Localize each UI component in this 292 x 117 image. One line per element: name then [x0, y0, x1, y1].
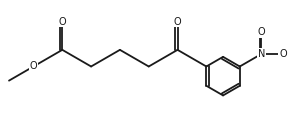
- Text: O: O: [258, 27, 265, 37]
- Text: O: O: [174, 17, 181, 27]
- Text: O: O: [279, 49, 287, 59]
- Text: O: O: [30, 61, 37, 71]
- Text: N: N: [258, 49, 265, 59]
- Text: O: O: [58, 17, 66, 27]
